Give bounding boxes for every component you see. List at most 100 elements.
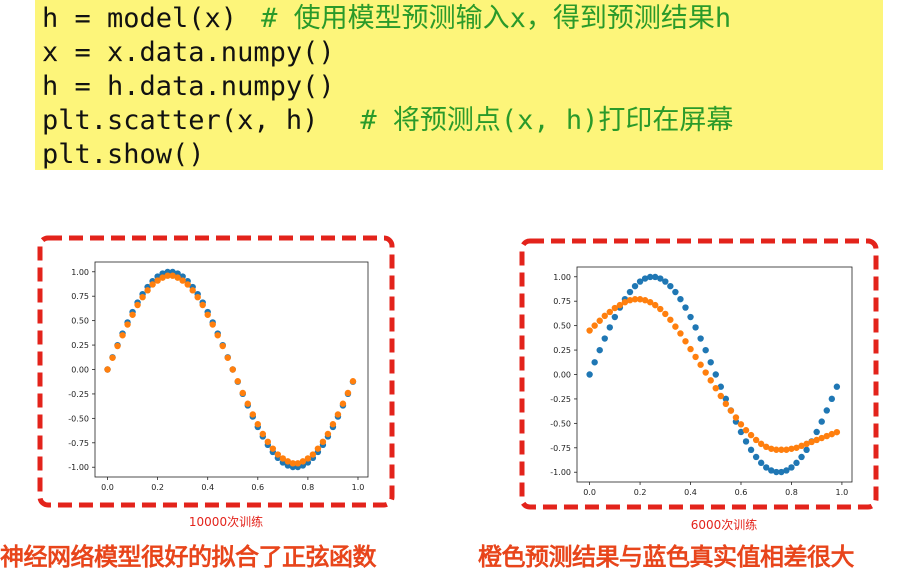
y-tick-label: -0.75 (68, 439, 89, 448)
point (339, 400, 347, 407)
point (631, 296, 639, 303)
y-tick-label: 0.00 (553, 371, 571, 380)
x-tick-label: 0.6 (735, 488, 748, 497)
y-tick-label: -0.25 (68, 390, 89, 399)
point (601, 335, 608, 342)
point (747, 446, 755, 454)
point (737, 421, 745, 428)
point (682, 338, 689, 345)
point (304, 455, 312, 462)
point (757, 440, 765, 448)
point (189, 287, 196, 294)
point (641, 275, 649, 282)
point (652, 301, 659, 309)
code: h = model(x) (42, 3, 238, 34)
point (104, 366, 111, 373)
point (174, 274, 181, 281)
point (778, 468, 785, 476)
point (209, 321, 216, 328)
point (199, 301, 206, 309)
point (677, 295, 684, 303)
point (808, 438, 815, 446)
point (234, 378, 241, 385)
point (244, 400, 251, 407)
point (682, 304, 689, 311)
point (773, 468, 780, 476)
point (114, 342, 121, 350)
point (667, 282, 674, 290)
point (149, 281, 156, 288)
point (677, 330, 684, 337)
point (732, 414, 740, 421)
caption: 6000次训练 (691, 517, 758, 532)
code: plt.show() (42, 139, 205, 170)
frame (519, 238, 879, 510)
point (752, 453, 760, 461)
footer-right: 橙色预测结果与蓝色真实值相差很大 (478, 543, 855, 571)
code-line: plt.show() (42, 138, 883, 172)
point (621, 298, 629, 306)
y-tick-label: -0.50 (68, 414, 89, 423)
point (717, 392, 725, 400)
point (833, 383, 841, 390)
x-tick-label: 0.0 (583, 488, 596, 497)
point (707, 377, 714, 384)
point (662, 278, 669, 285)
point (164, 272, 171, 279)
point (596, 346, 603, 354)
point (129, 311, 136, 318)
point (224, 354, 231, 361)
y-tick-label: -1.00 (550, 468, 571, 477)
code: x = x.data.numpy() (42, 37, 335, 68)
point (169, 272, 176, 279)
point (773, 446, 780, 453)
point (702, 369, 709, 376)
point (601, 312, 608, 320)
y-tick-label: 0.75 (553, 297, 571, 306)
y-tick-label: -0.50 (550, 419, 571, 428)
point (586, 371, 593, 378)
point (119, 332, 126, 339)
point (712, 384, 719, 392)
caption: 10000次训练 (189, 514, 263, 529)
point (742, 427, 750, 434)
y-tick-label: 1.00 (553, 273, 571, 282)
point (768, 445, 775, 452)
point (334, 411, 342, 418)
point (591, 322, 598, 329)
point (349, 378, 357, 385)
footer-left: 神经网络模型很好的拟合了正弦函数 (0, 543, 377, 571)
point (329, 421, 337, 428)
point (344, 389, 352, 397)
frame (37, 235, 395, 508)
point (788, 445, 795, 452)
point (823, 407, 830, 414)
point (214, 332, 221, 339)
code: h = h.data.numpy() (42, 71, 335, 102)
point (324, 430, 332, 438)
point (144, 287, 151, 294)
point (672, 323, 679, 330)
point (742, 438, 750, 445)
x-tick-label: 0.8 (785, 488, 798, 497)
y-tick-label: 0.50 (553, 322, 571, 331)
point (636, 278, 644, 285)
point (662, 310, 669, 318)
point (798, 453, 805, 461)
point (818, 434, 825, 442)
y-tick-label: 0.75 (71, 292, 89, 301)
point (109, 354, 116, 361)
point (646, 273, 654, 281)
point (249, 411, 256, 418)
point (274, 451, 282, 458)
point (626, 288, 634, 296)
point (747, 431, 755, 439)
comment: # 将预测点(x, h)打印在屏幕 (360, 105, 734, 136)
point (631, 282, 639, 290)
point (616, 301, 624, 309)
point (139, 293, 146, 301)
point (712, 371, 719, 378)
y-tick-label: 0.25 (71, 341, 89, 350)
